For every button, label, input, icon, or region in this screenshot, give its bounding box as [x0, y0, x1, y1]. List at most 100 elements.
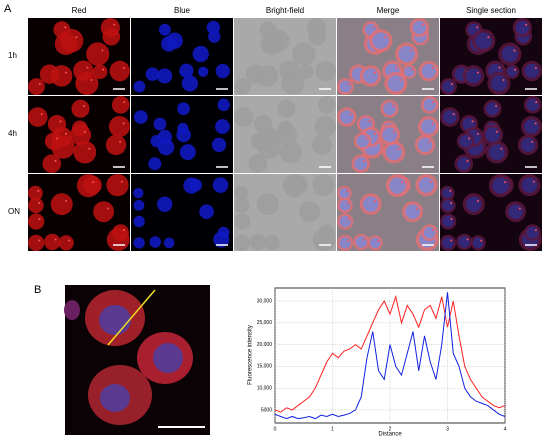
nucleus [442, 80, 455, 93]
nucleus [418, 177, 435, 193]
puncta [346, 189, 349, 192]
cell [234, 234, 251, 252]
puncta [422, 23, 425, 26]
puncta [392, 105, 395, 108]
nucleus [163, 237, 175, 249]
puncta [349, 113, 352, 116]
puncta [123, 101, 126, 104]
cell [248, 154, 268, 173]
nucleus [179, 63, 194, 78]
cell [312, 174, 335, 197]
nucleus [423, 98, 436, 112]
puncta [476, 132, 479, 135]
profile-line [107, 289, 156, 346]
nucleus [181, 75, 198, 92]
puncta [92, 181, 95, 184]
nucleus [179, 144, 196, 161]
y-axis-label: Fluorescence intensity [248, 325, 254, 385]
puncta [347, 83, 350, 86]
nucleus [157, 68, 173, 84]
cell [317, 96, 336, 114]
puncta [347, 218, 350, 221]
puncta [495, 130, 498, 133]
x-axis-label: Distance [378, 432, 402, 438]
puncta [514, 68, 517, 71]
nucleus [215, 63, 230, 79]
puncta [59, 120, 62, 123]
puncta [54, 238, 57, 241]
puncta [68, 239, 71, 242]
puncta [429, 180, 432, 183]
puncta [431, 122, 434, 125]
puncta [64, 132, 67, 135]
cell [75, 71, 99, 95]
puncta [38, 83, 41, 86]
puncta [56, 137, 59, 140]
puncta [431, 229, 434, 232]
nucleus [383, 102, 396, 116]
puncta [534, 66, 537, 69]
nucleus [158, 23, 171, 36]
puncta [525, 23, 528, 26]
cell [250, 233, 267, 251]
nucleus [417, 137, 433, 153]
cell [44, 233, 61, 251]
nucleus [183, 177, 200, 194]
cell [256, 193, 279, 216]
data-line [274, 294, 506, 413]
nucleus [133, 80, 146, 93]
y-tick-label: 20,000 [257, 342, 273, 348]
nucleus [442, 187, 453, 199]
cell [64, 300, 80, 320]
cell [292, 42, 316, 66]
column-header: Bright-field [266, 6, 304, 15]
nucleus [520, 137, 536, 153]
puncta [411, 68, 414, 71]
puncta [450, 83, 453, 86]
puncta [401, 181, 404, 184]
nucleus [100, 384, 130, 412]
nucleus [363, 196, 379, 212]
nucleus [354, 157, 368, 171]
puncta [119, 140, 122, 143]
puncta [363, 159, 366, 162]
puncta [480, 239, 483, 242]
cell [306, 18, 326, 38]
puncta [83, 105, 86, 108]
puncta [86, 66, 89, 69]
y-tick-label: 15,000 [257, 364, 273, 370]
nucleus [177, 102, 190, 116]
cell [28, 78, 45, 95]
cell [76, 174, 101, 198]
nucleus [339, 199, 351, 211]
cell [93, 201, 115, 223]
y-tick-label: 10,000 [257, 385, 273, 391]
nucleus [459, 135, 472, 148]
cell [60, 29, 84, 53]
cell [92, 64, 108, 80]
nucleus [339, 80, 352, 93]
puncta [476, 26, 479, 29]
cell [44, 132, 63, 150]
cell [298, 64, 314, 80]
nucleus [99, 305, 131, 335]
y-tick-label: 5000 [261, 407, 272, 413]
x-tick-label: 0 [274, 426, 277, 432]
nucleus [133, 110, 148, 124]
nucleus [150, 135, 163, 148]
cell [86, 42, 110, 66]
puncta [449, 189, 452, 192]
puncta [365, 137, 368, 140]
nucleus [363, 68, 379, 84]
nucleus [133, 187, 144, 199]
puncta [373, 71, 376, 74]
nucleus [486, 102, 499, 116]
cell [73, 140, 97, 164]
cell [50, 193, 73, 216]
nucleus [404, 66, 415, 77]
cell [279, 140, 303, 164]
cell [28, 234, 45, 252]
data-line [274, 292, 506, 420]
nucleus [217, 226, 230, 239]
nucleus [507, 66, 518, 77]
